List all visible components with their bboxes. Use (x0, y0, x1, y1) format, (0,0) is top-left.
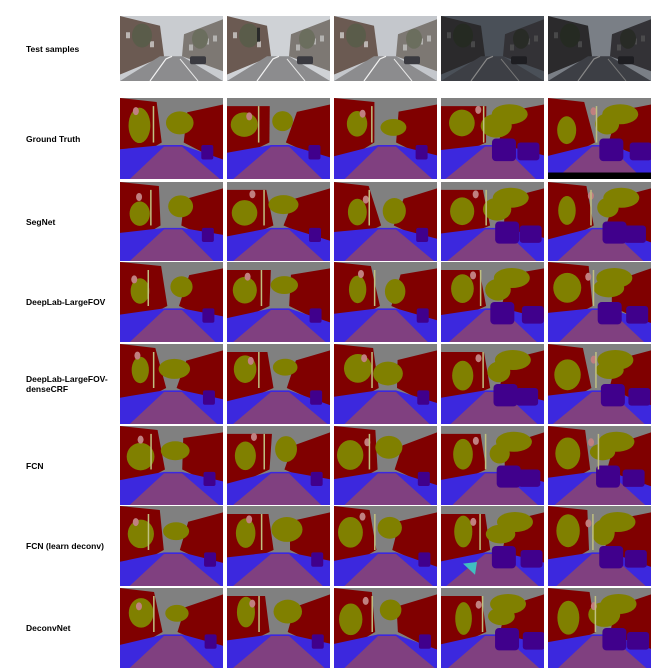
segmentation-result-image (334, 426, 437, 505)
segmentation-result-image (441, 344, 544, 424)
test-sample-image (120, 16, 223, 81)
segmentation-result-image (441, 262, 544, 342)
segmentation-result-image (120, 98, 223, 179)
segmentation-result-image (548, 182, 651, 261)
segmentation-result-image (548, 262, 651, 342)
row-label: Ground Truth (26, 133, 81, 144)
segmentation-result-image (441, 506, 544, 586)
segmentation-result-image (227, 426, 330, 505)
segmentation-result-image (227, 262, 330, 342)
row-label: DeepLab-LargeFOV (26, 297, 106, 307)
segmentation-result-image (120, 506, 223, 586)
segmentation-result-image (334, 262, 437, 342)
segmentation-result-image (441, 588, 544, 668)
segmentation-result-image (227, 98, 330, 179)
segmentation-result-image (334, 506, 437, 586)
segmentation-result-image (441, 182, 544, 261)
row-label: FCN (learn deconv) (26, 541, 104, 551)
segmentation-result-image (441, 426, 544, 505)
segmentation-result-image (334, 588, 437, 668)
segmentation-result-image (227, 344, 330, 424)
segmentation-result-image (548, 344, 651, 424)
row-label: FCN (26, 460, 44, 471)
segmentation-result-image (120, 344, 223, 424)
row-label: Test samples (26, 43, 80, 54)
segmentation-result-image (120, 262, 223, 342)
segmentation-result-image (227, 182, 330, 261)
segmentation-result-image (227, 506, 330, 586)
segmentation-result-image (120, 182, 223, 261)
segmentation-result-image (227, 588, 330, 668)
segmentation-result-image (548, 426, 651, 505)
row-label: SegNet (26, 216, 56, 227)
segmentation-result-image (548, 588, 651, 668)
segmentation-result-image (120, 426, 223, 505)
segmentation-result-image (334, 182, 437, 261)
row-label: DeconvNet (26, 623, 71, 633)
segmentation-result-image (441, 98, 544, 179)
test-sample-image (441, 16, 544, 81)
segmentation-result-image (334, 344, 437, 424)
segmentation-result-image (548, 98, 651, 179)
test-sample-image (334, 16, 437, 81)
segmentation-result-image (548, 506, 651, 586)
test-sample-image (548, 16, 651, 81)
segmentation-result-image (334, 98, 437, 179)
row-label: DeepLab-LargeFOV- denseCRF (26, 374, 108, 394)
test-sample-image (227, 16, 330, 81)
segmentation-result-image (120, 588, 223, 668)
